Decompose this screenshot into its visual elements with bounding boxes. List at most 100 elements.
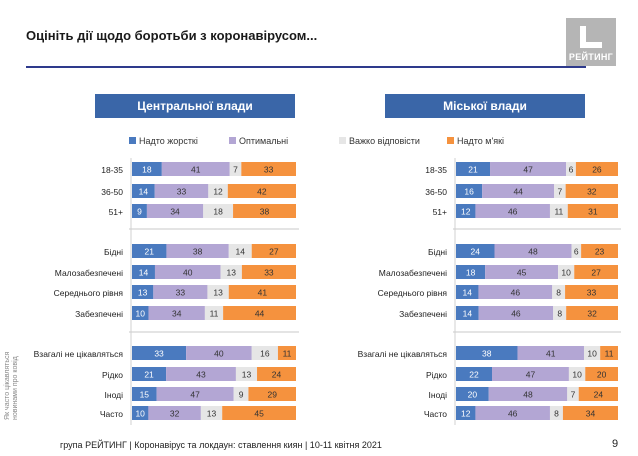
legend-swatch-2 <box>339 137 346 144</box>
legend-label-2: Важко відповісти <box>349 136 420 146</box>
bar-segment-0-3-1 <box>166 244 229 258</box>
bar-segment-0-9-1 <box>156 387 234 401</box>
bar-segment-0-5-3 <box>228 285 296 299</box>
data-label-0-4-0: 14 <box>139 268 149 278</box>
data-label-1-0-1: 47 <box>523 165 533 175</box>
category-label-1-8: Рідко <box>426 370 447 380</box>
data-label-0-1-1: 33 <box>177 187 187 197</box>
category-label-0-0: 18-35 <box>101 165 123 175</box>
data-label-0-8-2: 13 <box>242 370 252 380</box>
bar-segment-1-3-2 <box>571 244 582 258</box>
bar-segment-0-6-3 <box>223 306 296 320</box>
data-label-1-5-0: 14 <box>462 288 472 298</box>
category-label-0-1: 36-50 <box>101 187 123 197</box>
bar-segment-0-7-3 <box>277 346 296 360</box>
category-label-0-6: Забезпечені <box>75 309 123 319</box>
bar-segment-0-8-1 <box>166 367 236 381</box>
data-label-0-6-3: 44 <box>255 309 265 319</box>
data-label-0-9-3: 29 <box>267 390 277 400</box>
data-label-1-2-2: 11 <box>554 207 563 217</box>
bar-segment-1-6-3 <box>566 306 618 320</box>
bar-segment-0-8-0 <box>132 367 167 381</box>
data-label-0-3-3: 27 <box>269 247 279 257</box>
data-label-0-8-3: 24 <box>272 370 282 380</box>
panel-header-central: Центральної влади <box>95 94 295 118</box>
bar-segment-1-5-3 <box>565 285 618 299</box>
data-label-1-3-1: 48 <box>528 247 538 257</box>
bar-segment-1-6-2 <box>553 306 567 320</box>
bar-segment-1-4-3 <box>574 265 618 279</box>
data-label-0-3-0: 21 <box>144 247 154 257</box>
bar-segment-0-2-1 <box>146 204 204 218</box>
data-label-0-7-0: 33 <box>154 349 164 359</box>
bar-segment-1-4-1 <box>485 265 559 279</box>
data-label-1-7-3: 11 <box>605 349 614 359</box>
bar-segment-0-8-3 <box>257 367 296 381</box>
category-label-1-2: 51+ <box>433 207 447 217</box>
category-label-0-3: Бідні <box>104 247 123 257</box>
data-label-1-3-3: 23 <box>595 247 605 257</box>
category-label-1-7: Взагалі не цікавляться <box>358 349 448 359</box>
bar-segment-1-9-3 <box>578 387 618 401</box>
bar-segment-1-6-1 <box>478 306 554 320</box>
data-label-1-2-3: 31 <box>588 207 598 217</box>
bar-segment-0-7-1 <box>186 346 252 360</box>
data-label-1-0-2: 6 <box>569 165 574 175</box>
data-label-0-3-2: 14 <box>236 247 246 257</box>
data-label-1-1-0: 16 <box>464 187 474 197</box>
data-label-0-0-3: 33 <box>264 165 274 175</box>
bar-segment-0-6-0 <box>132 306 149 320</box>
legend-swatch-3 <box>447 137 454 144</box>
bar-segment-0-0-0 <box>132 162 162 176</box>
data-label-0-10-2: 13 <box>207 409 217 419</box>
data-label-0-9-0: 15 <box>140 390 150 400</box>
data-label-1-10-1: 46 <box>508 409 518 419</box>
bar-segment-1-8-2 <box>568 367 586 381</box>
data-label-1-5-3: 33 <box>587 288 597 298</box>
data-label-1-2-0: 12 <box>461 207 471 217</box>
bar-segment-1-5-2 <box>552 285 566 299</box>
category-label-0-2: 51+ <box>109 207 123 217</box>
bar-segment-1-8-0 <box>456 367 492 381</box>
bar-segment-1-3-3 <box>581 244 618 258</box>
bar-segment-1-0-2 <box>566 162 576 176</box>
bar-segment-0-0-3 <box>241 162 296 176</box>
bar-segment-0-2-2 <box>203 204 234 218</box>
bar-segment-1-9-2 <box>567 387 579 401</box>
logo-mark-icon <box>580 26 602 48</box>
bar-segment-1-1-3 <box>565 184 618 198</box>
bar-segment-0-0-2 <box>229 162 242 176</box>
data-label-0-5-3: 41 <box>258 288 268 298</box>
data-label-0-5-1: 33 <box>176 288 186 298</box>
data-label-0-7-3: 11 <box>283 349 292 359</box>
brand-logo: РЕЙТИНГ <box>566 18 616 66</box>
bar-segment-0-4-2 <box>220 265 242 279</box>
data-label-0-10-1: 32 <box>170 409 180 419</box>
bar-segment-1-7-0 <box>456 346 518 360</box>
data-label-0-10-3: 45 <box>254 409 264 419</box>
legend-label-3: Надто м'які <box>457 136 504 146</box>
category-label-1-9: Іноді <box>429 390 448 400</box>
data-label-0-9-2: 9 <box>239 390 244 400</box>
bar-segment-0-9-3 <box>248 387 296 401</box>
category-label-1-5: Середнього рівня <box>378 288 448 298</box>
data-label-1-10-0: 12 <box>461 409 471 419</box>
bar-segment-1-2-3 <box>567 204 618 218</box>
bar-segment-0-3-3 <box>251 244 296 258</box>
side-axis-label: Як часто цікавляться новинами про ковід <box>4 351 19 420</box>
bar-segment-0-9-0 <box>132 387 157 401</box>
bar-segment-1-1-1 <box>482 184 555 198</box>
data-label-0-5-0: 13 <box>138 288 148 298</box>
data-label-1-8-1: 47 <box>526 370 536 380</box>
category-label-1-3: Бідні <box>428 247 447 257</box>
bar-segment-1-10-0 <box>456 406 476 420</box>
data-label-1-8-3: 20 <box>597 370 607 380</box>
category-label-0-5: Середнього рівня <box>54 288 124 298</box>
data-label-1-1-1: 44 <box>513 187 523 197</box>
data-label-0-0-1: 41 <box>191 165 201 175</box>
data-label-1-7-2: 10 <box>587 349 597 359</box>
bar-segment-1-2-2 <box>549 204 568 218</box>
data-label-0-2-2: 18 <box>213 207 223 217</box>
bar-segment-0-7-0 <box>132 346 187 360</box>
